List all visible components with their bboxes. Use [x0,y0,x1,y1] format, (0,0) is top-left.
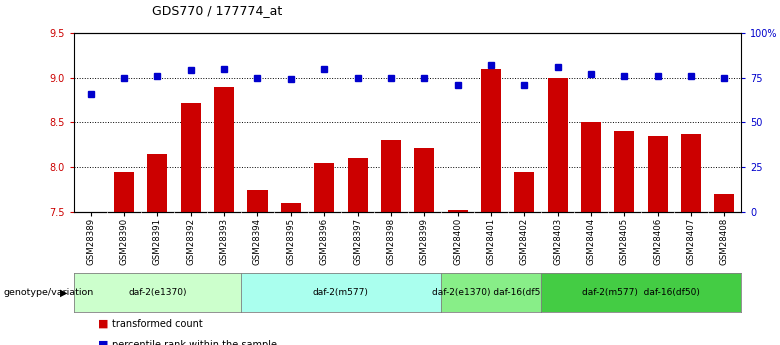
Bar [448,210,467,212]
Bar [281,203,301,212]
Text: genotype/variation: genotype/variation [4,288,94,297]
Bar [247,190,268,212]
Text: ■: ■ [98,340,108,345]
Text: percentile rank within the sample: percentile rank within the sample [112,340,277,345]
Bar [181,103,200,212]
Text: ■: ■ [98,319,108,329]
Bar [314,163,334,212]
Bar [714,194,734,212]
Bar [581,122,601,212]
Text: daf-2(m577)  daf-16(df50): daf-2(m577) daf-16(df50) [582,288,700,297]
Bar [114,172,134,212]
Bar [147,154,168,212]
Bar [348,158,367,212]
Text: ▶: ▶ [60,287,68,297]
Bar [548,78,568,212]
Bar [481,69,501,212]
Bar [647,136,668,212]
Text: GDS770 / 177774_at: GDS770 / 177774_at [152,4,282,17]
Text: daf-2(e1370) daf-16(df50): daf-2(e1370) daf-16(df50) [432,288,550,297]
Text: daf-2(e1370): daf-2(e1370) [128,288,186,297]
Bar [681,134,701,212]
Bar [381,140,401,212]
Bar [514,172,534,212]
Bar [215,87,234,212]
Bar [414,148,434,212]
Text: daf-2(m577): daf-2(m577) [313,288,369,297]
Bar [615,131,634,212]
Text: transformed count: transformed count [112,319,202,329]
